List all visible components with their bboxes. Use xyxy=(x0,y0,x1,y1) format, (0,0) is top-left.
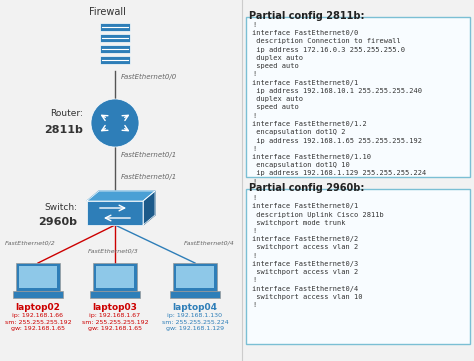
Bar xyxy=(90,291,140,298)
Bar xyxy=(173,263,217,291)
Bar xyxy=(100,22,130,30)
Text: !
interface FastEthernet0/1
 description Uplink Cisco 2811b
 switchport mode tru: ! interface FastEthernet0/1 description … xyxy=(252,195,384,308)
Text: laptop02: laptop02 xyxy=(16,303,61,312)
Bar xyxy=(96,266,134,288)
Text: 2960b: 2960b xyxy=(38,217,77,227)
Polygon shape xyxy=(87,191,155,201)
Text: FastEthernet0/4: FastEthernet0/4 xyxy=(183,240,234,245)
Text: laptop04: laptop04 xyxy=(173,303,218,312)
Text: ip: 192.168.1.67
sm: 255.255.255.192
gw: 192.168.1.65: ip: 192.168.1.67 sm: 255.255.255.192 gw:… xyxy=(82,313,148,331)
Text: FastEthernet0/1: FastEthernet0/1 xyxy=(121,174,177,180)
Text: ip: 192.168.1.66
sm: 255.255.255.192
gw: 192.168.1.65: ip: 192.168.1.66 sm: 255.255.255.192 gw:… xyxy=(5,313,71,331)
Bar xyxy=(13,291,63,298)
Text: Partial config 2960b:: Partial config 2960b: xyxy=(249,183,365,193)
FancyBboxPatch shape xyxy=(246,189,470,344)
Bar xyxy=(93,263,137,291)
FancyBboxPatch shape xyxy=(246,17,470,177)
Bar xyxy=(100,56,130,64)
Polygon shape xyxy=(143,191,155,225)
Text: FastEthernet0/2: FastEthernet0/2 xyxy=(5,240,55,245)
Text: Switch:: Switch: xyxy=(44,203,77,212)
Text: FastEthernet0/1: FastEthernet0/1 xyxy=(121,152,177,158)
Text: Router:: Router: xyxy=(50,109,83,117)
Bar xyxy=(176,266,214,288)
Bar xyxy=(87,201,143,225)
Circle shape xyxy=(91,99,139,147)
Text: laptop03: laptop03 xyxy=(92,303,137,312)
Text: 2811b: 2811b xyxy=(44,125,83,135)
Bar xyxy=(100,34,130,42)
Bar xyxy=(16,263,60,291)
Bar xyxy=(100,44,130,52)
Text: FastEthernet0/3: FastEthernet0/3 xyxy=(88,248,138,253)
Text: Partial config 2811b:: Partial config 2811b: xyxy=(249,11,365,21)
Text: ip: 192.168.1.130
sm: 255.255.255.224
gw: 192.168.1.129: ip: 192.168.1.130 sm: 255.255.255.224 gw… xyxy=(162,313,228,331)
Bar xyxy=(19,266,57,288)
Bar xyxy=(170,291,220,298)
Text: Firewall: Firewall xyxy=(89,7,126,17)
Text: !
interface FastEthernet0/0
 description Connection to firewall
 ip address 172.: ! interface FastEthernet0/0 description … xyxy=(252,22,426,185)
Text: FastEthernet0/0: FastEthernet0/0 xyxy=(121,74,177,80)
